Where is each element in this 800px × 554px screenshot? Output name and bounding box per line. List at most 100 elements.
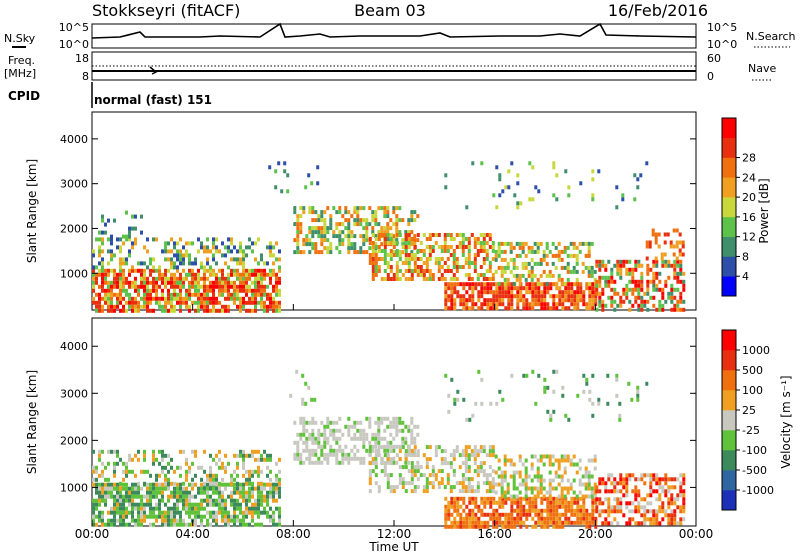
range-cell xyxy=(134,506,137,511)
range-cell xyxy=(134,280,137,285)
range-cell xyxy=(311,226,315,231)
range-cell xyxy=(528,302,532,307)
range-cell xyxy=(679,267,683,272)
range-cell xyxy=(299,214,303,219)
range-cell xyxy=(495,290,499,295)
range-cell xyxy=(293,456,297,461)
range-cell xyxy=(146,300,149,305)
range-cell xyxy=(413,445,417,450)
range-cell xyxy=(110,518,113,523)
range-cell xyxy=(275,272,278,277)
range-cell xyxy=(98,494,101,499)
range-cell xyxy=(672,244,676,249)
range-cell xyxy=(540,306,544,311)
range-cell xyxy=(143,518,146,523)
range-cell xyxy=(627,381,631,386)
range-cell xyxy=(188,253,191,258)
range-cell xyxy=(566,269,570,274)
range-cell xyxy=(146,308,149,313)
range-cell xyxy=(266,490,269,495)
range-cell xyxy=(401,218,405,223)
range-cell xyxy=(131,490,134,495)
range-cell xyxy=(673,307,677,312)
range-cell xyxy=(531,500,535,505)
range-cell xyxy=(558,302,562,307)
range-cell xyxy=(188,241,191,246)
range-cell xyxy=(383,245,387,249)
range-cell xyxy=(588,524,592,529)
range-cell xyxy=(510,294,514,299)
range-cell xyxy=(483,282,487,287)
range-cell xyxy=(667,505,671,510)
range-cell xyxy=(558,504,562,509)
range-cell xyxy=(634,493,638,498)
range-cell xyxy=(548,273,552,278)
range-cell xyxy=(389,237,393,241)
range-cell xyxy=(670,287,674,292)
range-cell xyxy=(128,272,131,277)
range-cell xyxy=(176,300,179,305)
range-cell xyxy=(682,473,686,478)
range-cell xyxy=(495,286,499,291)
range-cell xyxy=(660,252,664,257)
range-cell xyxy=(383,448,387,453)
range-cell xyxy=(452,253,456,257)
range-cell xyxy=(383,257,387,261)
range-cell xyxy=(524,277,528,282)
range-cell xyxy=(314,230,318,235)
range-cell xyxy=(500,241,504,246)
range-cell xyxy=(537,298,541,303)
range-cell xyxy=(158,506,161,511)
range-cell xyxy=(395,428,399,433)
range-cell xyxy=(251,518,254,523)
range-cell xyxy=(510,500,514,505)
range-cell xyxy=(673,497,677,502)
range-cell xyxy=(658,271,662,276)
range-cell xyxy=(236,498,239,503)
range-cell xyxy=(673,477,677,482)
range-cell xyxy=(588,286,592,291)
range-cell xyxy=(480,496,484,501)
range-cell xyxy=(305,242,309,247)
range-cell xyxy=(341,222,345,227)
range-cell xyxy=(272,518,275,523)
range-cell xyxy=(404,481,408,486)
range-cell xyxy=(640,505,644,510)
range-cell xyxy=(119,276,122,281)
range-cell xyxy=(314,218,318,223)
range-cell xyxy=(176,292,179,297)
range-cell xyxy=(125,288,128,293)
range-cell xyxy=(215,514,218,519)
range-cell xyxy=(537,294,541,299)
range-cell xyxy=(458,481,462,486)
range-cell xyxy=(679,307,683,312)
range-cell xyxy=(616,509,620,514)
range-cell xyxy=(407,233,411,237)
range-cell xyxy=(548,454,552,459)
range-cell xyxy=(341,452,345,457)
range-cell xyxy=(107,518,110,523)
range-cell xyxy=(631,287,635,292)
range-cell xyxy=(269,241,272,246)
range-cell xyxy=(266,510,269,515)
range-cell xyxy=(353,222,357,227)
range-cell xyxy=(681,240,685,245)
range-cell xyxy=(173,490,176,495)
range-cell xyxy=(453,282,457,287)
range-cell xyxy=(563,245,567,250)
range-cell xyxy=(631,303,635,308)
range-cell xyxy=(374,465,378,470)
range-cell xyxy=(634,509,638,514)
range-cell xyxy=(320,460,324,465)
range-cell xyxy=(113,469,116,474)
range-cell xyxy=(582,294,586,299)
range-cell xyxy=(564,286,568,291)
range-cell xyxy=(501,298,505,303)
range-cell xyxy=(449,277,453,281)
range-cell xyxy=(613,263,617,268)
range-cell xyxy=(619,299,623,304)
range-cell xyxy=(564,520,568,525)
range-cell xyxy=(637,259,641,264)
range-cell xyxy=(371,457,375,462)
range-cell xyxy=(467,453,471,458)
